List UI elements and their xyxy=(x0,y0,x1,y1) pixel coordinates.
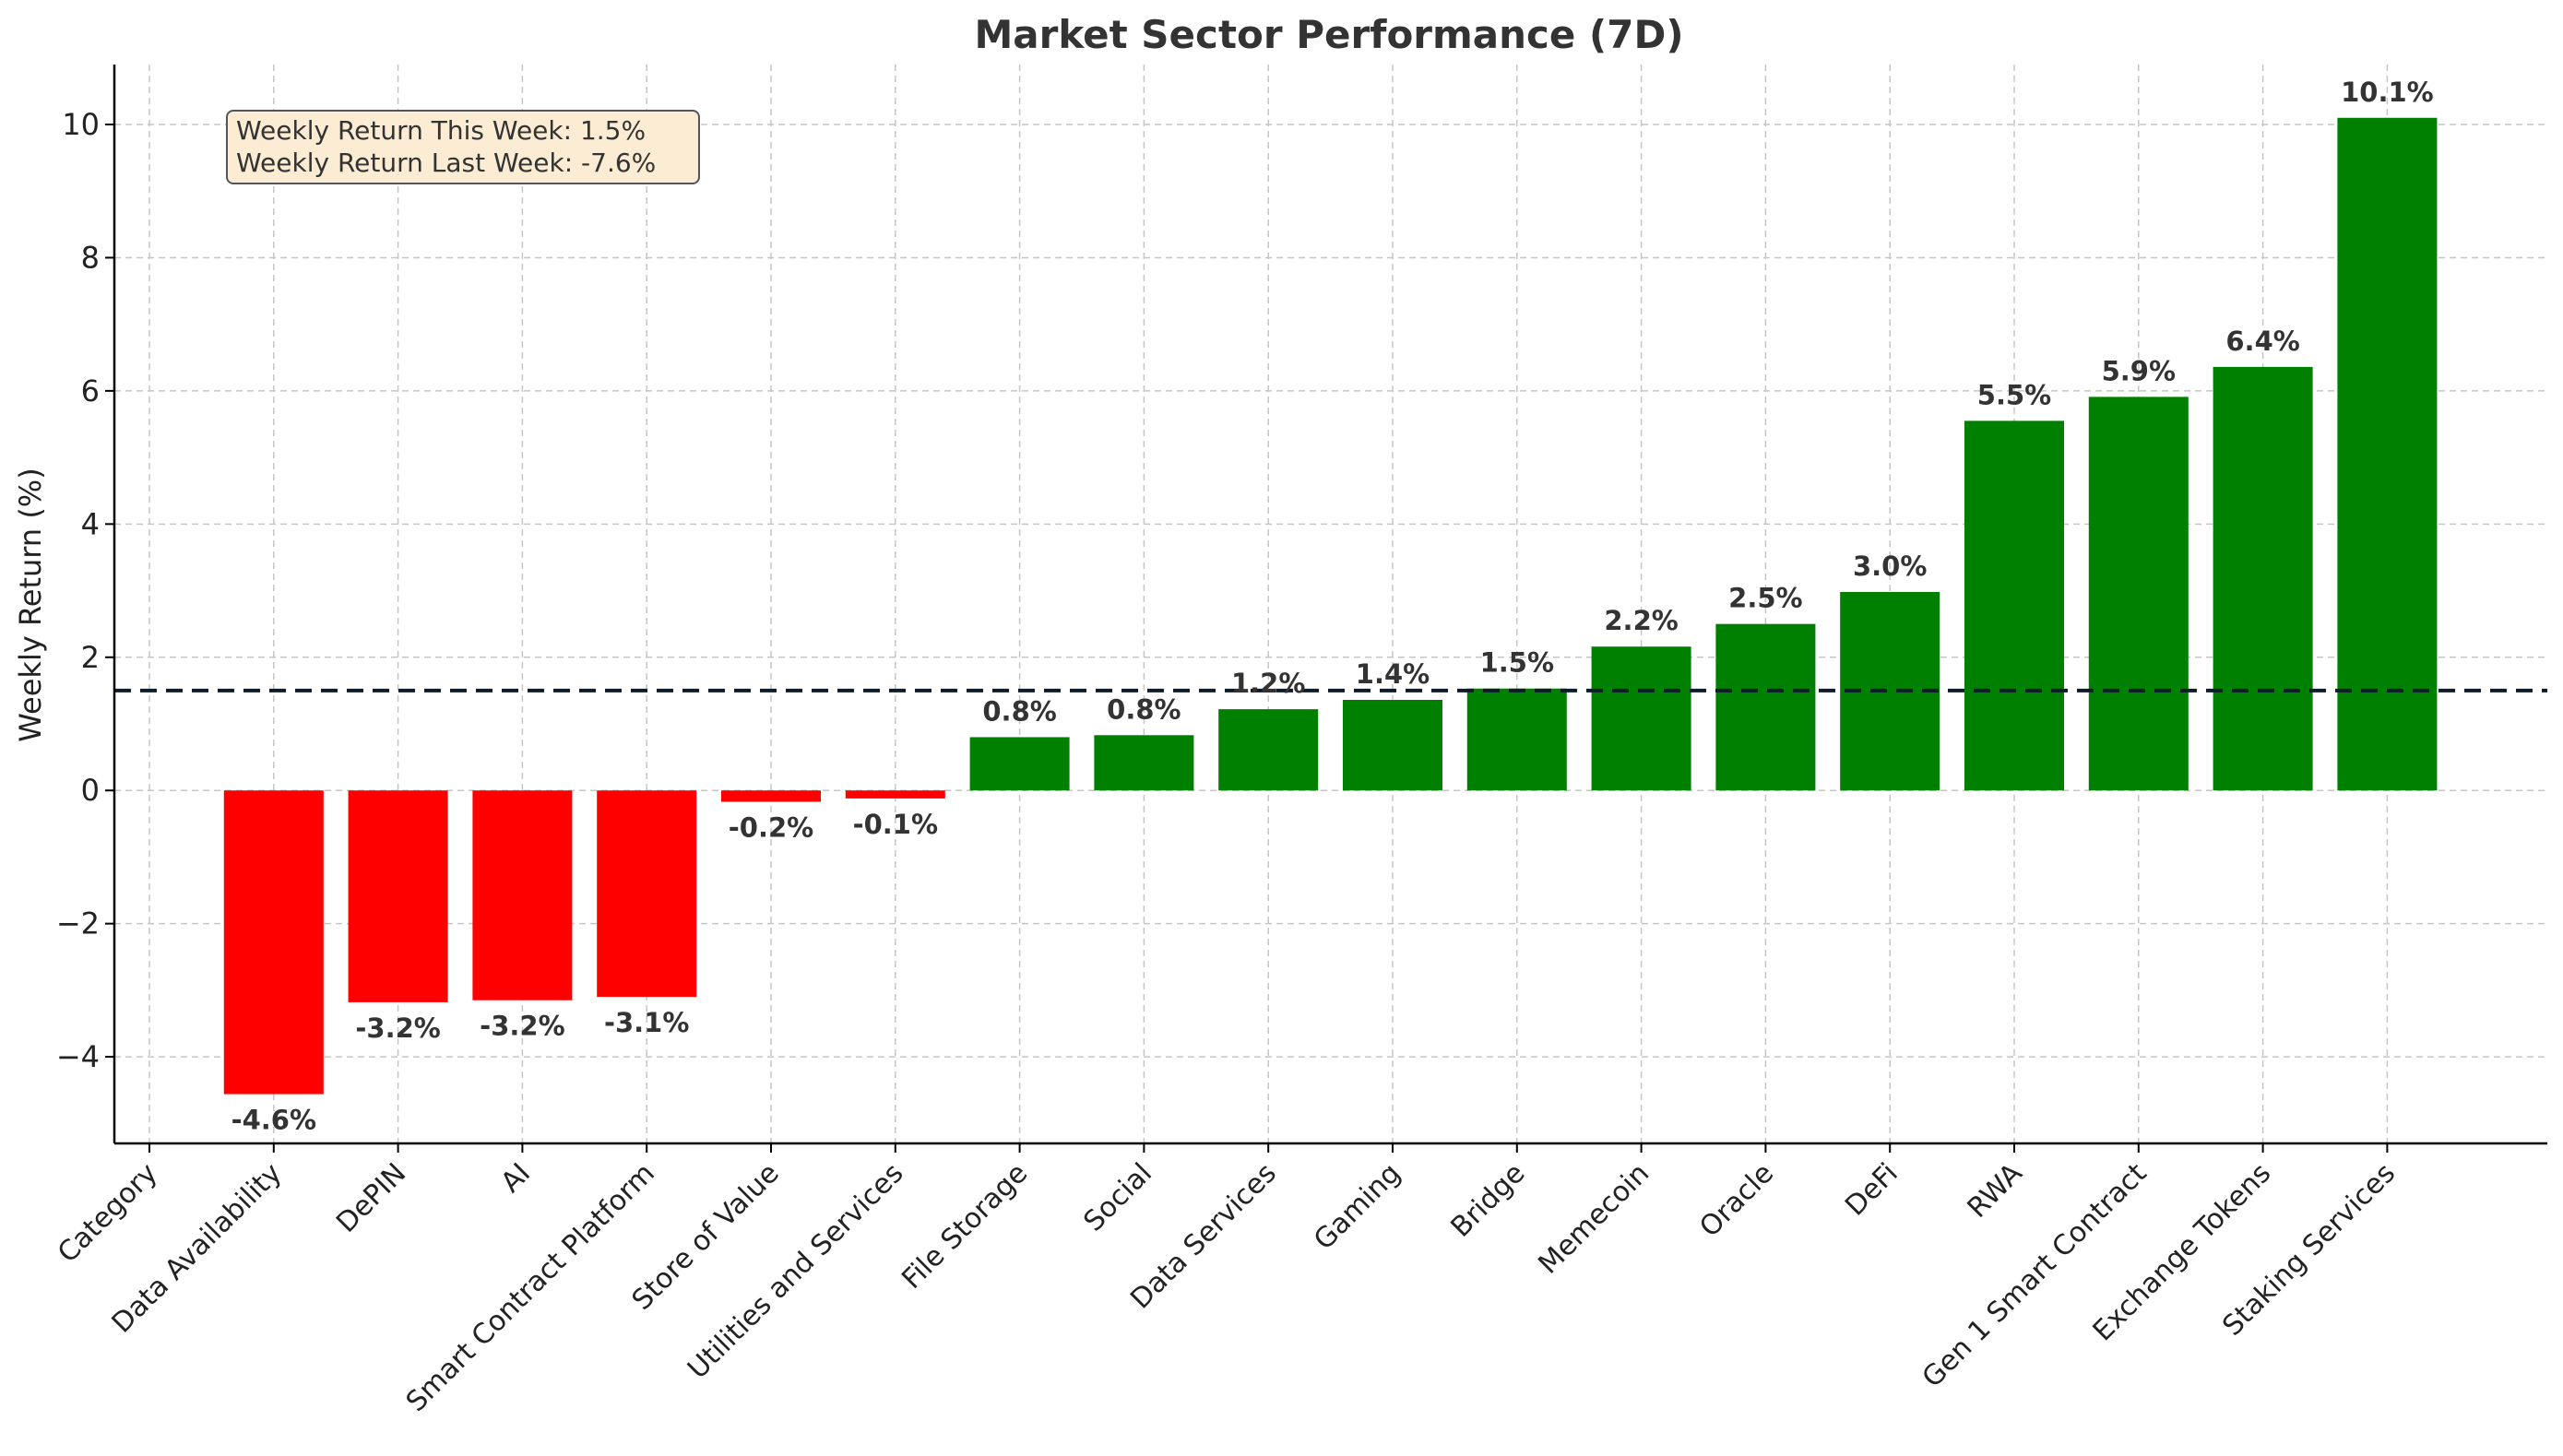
info-last-week: Weekly Return Last Week: -7.6% xyxy=(236,148,656,178)
y-ticks: −4 −2 0 2 4 6 8 10 xyxy=(56,107,114,1074)
data-label-utilities-and-services: -0.1% xyxy=(853,809,938,840)
data-label-exchange-tokens: 6.4% xyxy=(2225,326,2299,357)
x-tick-label-smart-contract-platform: Smart Contract Platform xyxy=(400,1157,661,1418)
data-label-gaming: 1.4% xyxy=(1356,658,1430,690)
x-tick-label-depin: DePIN xyxy=(330,1157,412,1239)
bar-bridge xyxy=(1466,688,1567,791)
bar-depin xyxy=(348,790,448,1002)
bar-utilities-and-services xyxy=(845,790,945,799)
data-label-file-storage: 0.8% xyxy=(982,695,1056,727)
bars xyxy=(223,117,2438,1095)
bar-exchange-tokens xyxy=(2213,366,2313,791)
data-label-data-availability: -4.6% xyxy=(231,1105,316,1136)
data-label-memecoin: 2.2% xyxy=(1604,605,1678,636)
bar-data-availability xyxy=(223,790,324,1095)
bar-store-of-value xyxy=(721,790,821,802)
x-tick-label-defi: DeFi xyxy=(1839,1157,1904,1223)
bar-staking-services xyxy=(2337,117,2438,791)
info-box xyxy=(226,110,700,184)
data-label-smart-contract-platform: -3.1% xyxy=(604,1007,689,1038)
bar-data-services xyxy=(1218,709,1319,791)
data-label-gen-1-smart-contract: 5.9% xyxy=(2102,355,2176,386)
x-tick-label-file-storage: File Storage xyxy=(896,1157,1034,1296)
x-tick-label-rwa: RWA xyxy=(1962,1157,2029,1225)
y-tick-label: 4 xyxy=(81,506,100,541)
chart-title: Market Sector Performance (7D) xyxy=(974,12,1683,57)
y-tick-label: −4 xyxy=(56,1039,100,1074)
bar-gen-1-smart-contract xyxy=(2088,397,2189,791)
bar-gaming xyxy=(1343,700,1442,791)
x-tick-label-memecoin: Memecoin xyxy=(1532,1157,1655,1281)
data-label-rwa: 5.5% xyxy=(1977,379,2051,410)
data-label-defi: 3.0% xyxy=(1853,550,1927,582)
bar-oracle xyxy=(1715,623,1816,791)
x-tick-label-bridge: Bridge xyxy=(1445,1157,1532,1244)
x-tick-label-gen-1-smart-contract: Gen 1 Smart Contract xyxy=(1916,1157,2154,1394)
y-tick-label: 8 xyxy=(81,240,100,275)
data-label-oracle: 2.5% xyxy=(1728,583,1802,614)
data-labels: -4.6% -3.2% -3.2% -3.1% -0.2% -0.1% 0.8% 0.8% 1.… xyxy=(231,77,2434,1136)
x-tick-label-category: Category xyxy=(52,1157,164,1270)
bar-file-storage xyxy=(969,737,1070,791)
y-tick-label: 0 xyxy=(81,773,100,808)
bar-social xyxy=(1094,735,1194,791)
data-label-depin: -3.2% xyxy=(355,1012,440,1044)
data-label-data-services: 1.2% xyxy=(1231,668,1305,699)
data-label-social: 0.8% xyxy=(1107,693,1181,725)
y-tick-label: 2 xyxy=(81,640,100,675)
axes xyxy=(113,65,2547,1145)
y-axis-label: Weekly Return (%) xyxy=(13,468,48,741)
bar-rwa xyxy=(1964,420,2064,791)
y-tick-label: 6 xyxy=(81,373,100,408)
data-label-bridge: 1.5% xyxy=(1480,647,1554,679)
bar-smart-contract-platform xyxy=(597,790,697,998)
y-tick-label: −2 xyxy=(56,906,100,941)
data-label-ai: -3.2% xyxy=(480,1011,564,1042)
data-label-store-of-value: -0.2% xyxy=(729,812,813,844)
bar-ai xyxy=(472,790,573,1000)
x-tick-label-gaming: Gaming xyxy=(1308,1157,1407,1257)
info-this-week: Weekly Return This Week: 1.5% xyxy=(236,115,646,146)
x-tick-label-utilities-and-services: Utilities and Services xyxy=(682,1157,909,1385)
data-label-staking-services: 10.1% xyxy=(2341,77,2434,108)
x-tick-label-oracle: Oracle xyxy=(1693,1157,1780,1244)
x-tick-label-ai: AI xyxy=(495,1157,538,1200)
weekly-return-info: Weekly Return This Week: 1.5% Weekly Ret… xyxy=(226,110,700,184)
y-tick-label: 10 xyxy=(62,107,100,142)
bar-memecoin xyxy=(1591,646,1691,791)
x-tick-label-social: Social xyxy=(1077,1157,1158,1238)
